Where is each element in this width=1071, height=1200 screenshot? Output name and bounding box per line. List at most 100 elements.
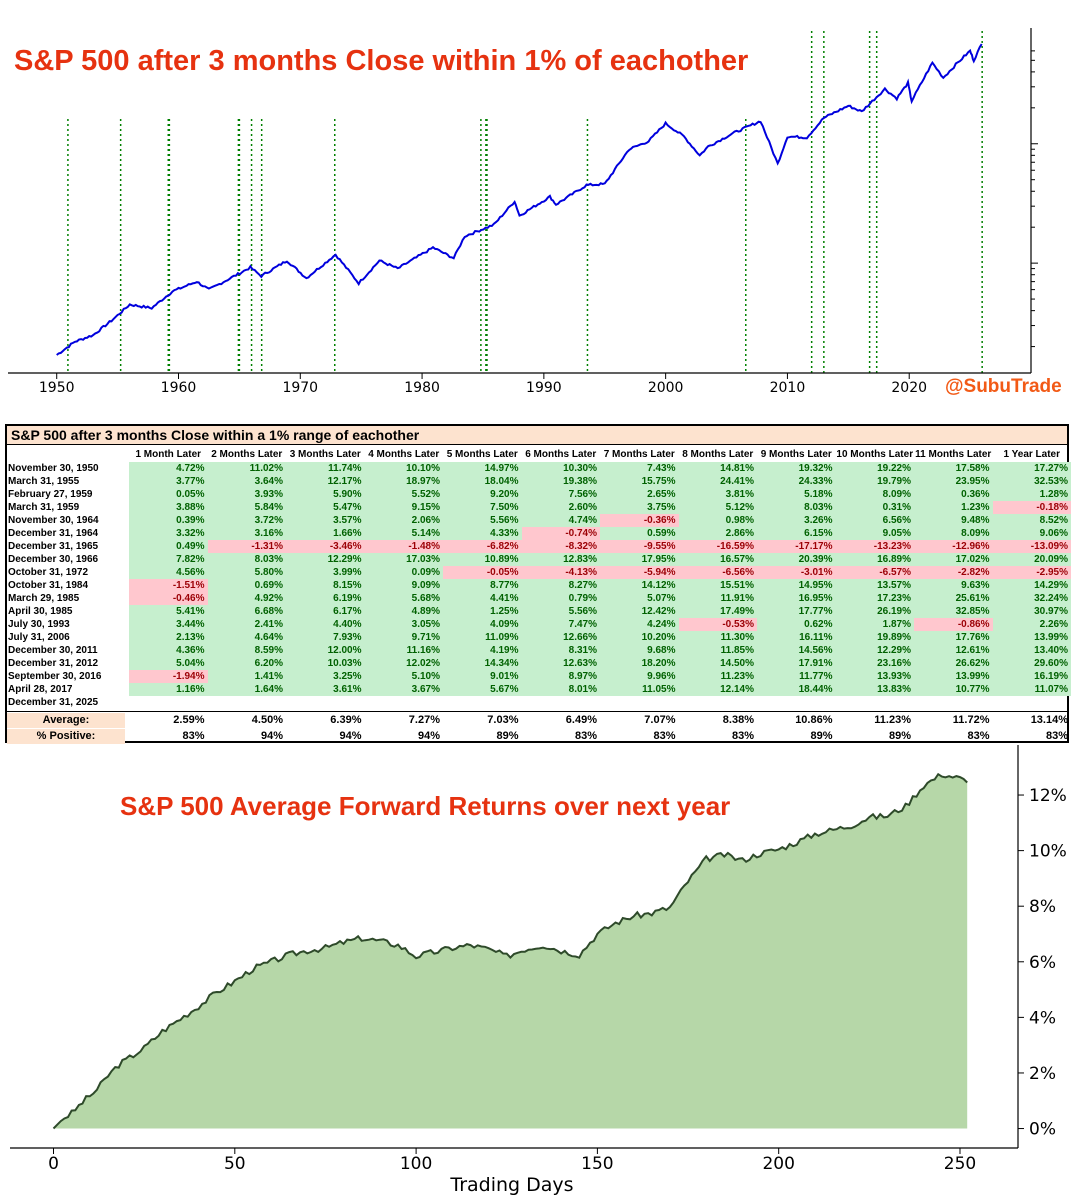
value-cell: 4.74% (521, 514, 600, 527)
value-cell: -1.31% (207, 540, 286, 553)
row-date: July 30, 1993 (8, 619, 70, 630)
y-tick-label: 0% (1029, 1120, 1056, 1140)
value-cell: 10.30% (521, 462, 600, 475)
value-cell: 5.47% (286, 501, 365, 514)
summary-cell: 6.49% (565, 714, 597, 726)
value-cell: -1.94% (129, 670, 208, 683)
value-cell: 0.39% (129, 514, 208, 527)
value-cell (365, 696, 444, 709)
value-cell: -13.09% (992, 540, 1071, 553)
value-cell: 4.36% (129, 644, 208, 657)
row-date: December 31, 2025 (8, 697, 99, 708)
value-cell: 8.31% (521, 644, 600, 657)
summary-cell: 89% (496, 730, 519, 742)
value-cell: -0.74% (521, 527, 600, 540)
value-cell: 8.09% (835, 488, 914, 501)
x-tick-label: 1980 (404, 380, 440, 396)
value-cell: 8.15% (286, 579, 365, 592)
value-cell: 32.53% (992, 475, 1071, 488)
y-axis-ticks: 0% 2% 4% 6% 8% 10% 12% (1018, 786, 1067, 1140)
value-cell: 3.61% (286, 683, 365, 696)
value-cell: 0.79% (521, 592, 600, 605)
x-tick-label: 150 (581, 1154, 613, 1174)
value-cell: 12.29% (835, 644, 914, 657)
value-cell: 20.09% (992, 553, 1071, 566)
value-cell: -0.46% (129, 592, 208, 605)
value-cell: 16.95% (757, 592, 836, 605)
value-cell: 11.05% (600, 683, 679, 696)
summary-cell: 10.86% (795, 714, 833, 726)
value-cell: 19.79% (835, 475, 914, 488)
value-cell: 0.59% (600, 527, 679, 540)
summary-cell: 83% (1045, 730, 1068, 742)
y-tick-label: 8% (1029, 897, 1056, 917)
y-tick-label: 2% (1029, 1064, 1056, 1084)
x-tick-label: 1970 (282, 380, 318, 396)
x-tick-label: 2010 (770, 380, 806, 396)
table-title: S&P 500 after 3 months Close within a 1%… (7, 426, 1067, 445)
value-cell: 17.27% (992, 462, 1071, 475)
value-cell: 1.28% (992, 488, 1071, 501)
value-cell: 2.86% (678, 527, 757, 540)
value-cell: 7.93% (286, 631, 365, 644)
column-header: 11 Months Later (915, 449, 992, 460)
value-cell: 3.88% (129, 501, 208, 514)
value-cell: 1.25% (443, 605, 522, 618)
value-cell: -1.51% (129, 579, 208, 592)
value-cell: 10.89% (443, 553, 522, 566)
value-cell: 8.27% (521, 579, 600, 592)
value-cell: 3.44% (129, 618, 208, 631)
value-cell: 13.57% (835, 579, 914, 592)
value-cell: 0.05% (129, 488, 208, 501)
y-tick-label: 6% (1029, 953, 1056, 973)
value-cell: 3.72% (207, 514, 286, 527)
value-cell: 14.97% (443, 462, 522, 475)
value-cell: 14.50% (678, 657, 757, 670)
value-cell: 30.97% (992, 605, 1071, 618)
summary-cell: 83% (574, 730, 597, 742)
x-tick-label: 50 (224, 1154, 246, 1174)
value-cell: 17.91% (757, 657, 836, 670)
value-cell: 25.61% (914, 592, 993, 605)
value-cell: 3.05% (364, 618, 443, 631)
value-cell: 19.38% (521, 475, 600, 488)
summary-cell: 2.59% (173, 714, 205, 726)
summary-separator (7, 711, 1067, 712)
value-cell: 1.64% (207, 683, 286, 696)
value-cell: 8.09% (914, 527, 993, 540)
column-header: 1 Month Later (135, 449, 202, 460)
y-tick-label: 12% (1029, 786, 1067, 806)
value-cell: 17.76% (914, 631, 993, 644)
value-cell: 1.66% (286, 527, 365, 540)
value-cell: 4.89% (364, 605, 443, 618)
value-cell: -0.36% (600, 514, 679, 527)
value-cell: 5.07% (600, 592, 679, 605)
value-cell: 18.04% (443, 475, 522, 488)
value-cell: 12.42% (600, 605, 679, 618)
column-header: 2 Months Later (211, 449, 283, 460)
value-cell: 19.89% (835, 631, 914, 644)
column-header: 6 Months Later (525, 449, 597, 460)
value-cell: 5.67% (443, 683, 522, 696)
value-cell: 32.24% (992, 592, 1071, 605)
x-tick-label: 0 (48, 1154, 59, 1174)
value-cell: 17.95% (600, 553, 679, 566)
summary-cell: 11.23% (874, 714, 911, 726)
value-cell: 7.56% (521, 488, 600, 501)
value-cell: 5.12% (678, 501, 757, 514)
summary-cell: 6.39% (330, 714, 362, 726)
value-cell (757, 696, 836, 709)
value-cell: 7.47% (521, 618, 600, 631)
value-cell: 4.24% (600, 618, 679, 631)
value-cell: 6.68% (207, 605, 286, 618)
value-cell: 5.84% (207, 501, 286, 514)
value-cell: 9.71% (364, 631, 443, 644)
value-cell: -13.23% (835, 540, 914, 553)
value-cell: 5.41% (129, 605, 208, 618)
value-cell: 12.66% (521, 631, 600, 644)
column-header: 10 Months Later (836, 449, 914, 460)
value-cell: 6.15% (757, 527, 836, 540)
value-cell (600, 696, 679, 709)
value-cell: 5.90% (286, 488, 365, 501)
value-cell: 24.33% (757, 475, 836, 488)
